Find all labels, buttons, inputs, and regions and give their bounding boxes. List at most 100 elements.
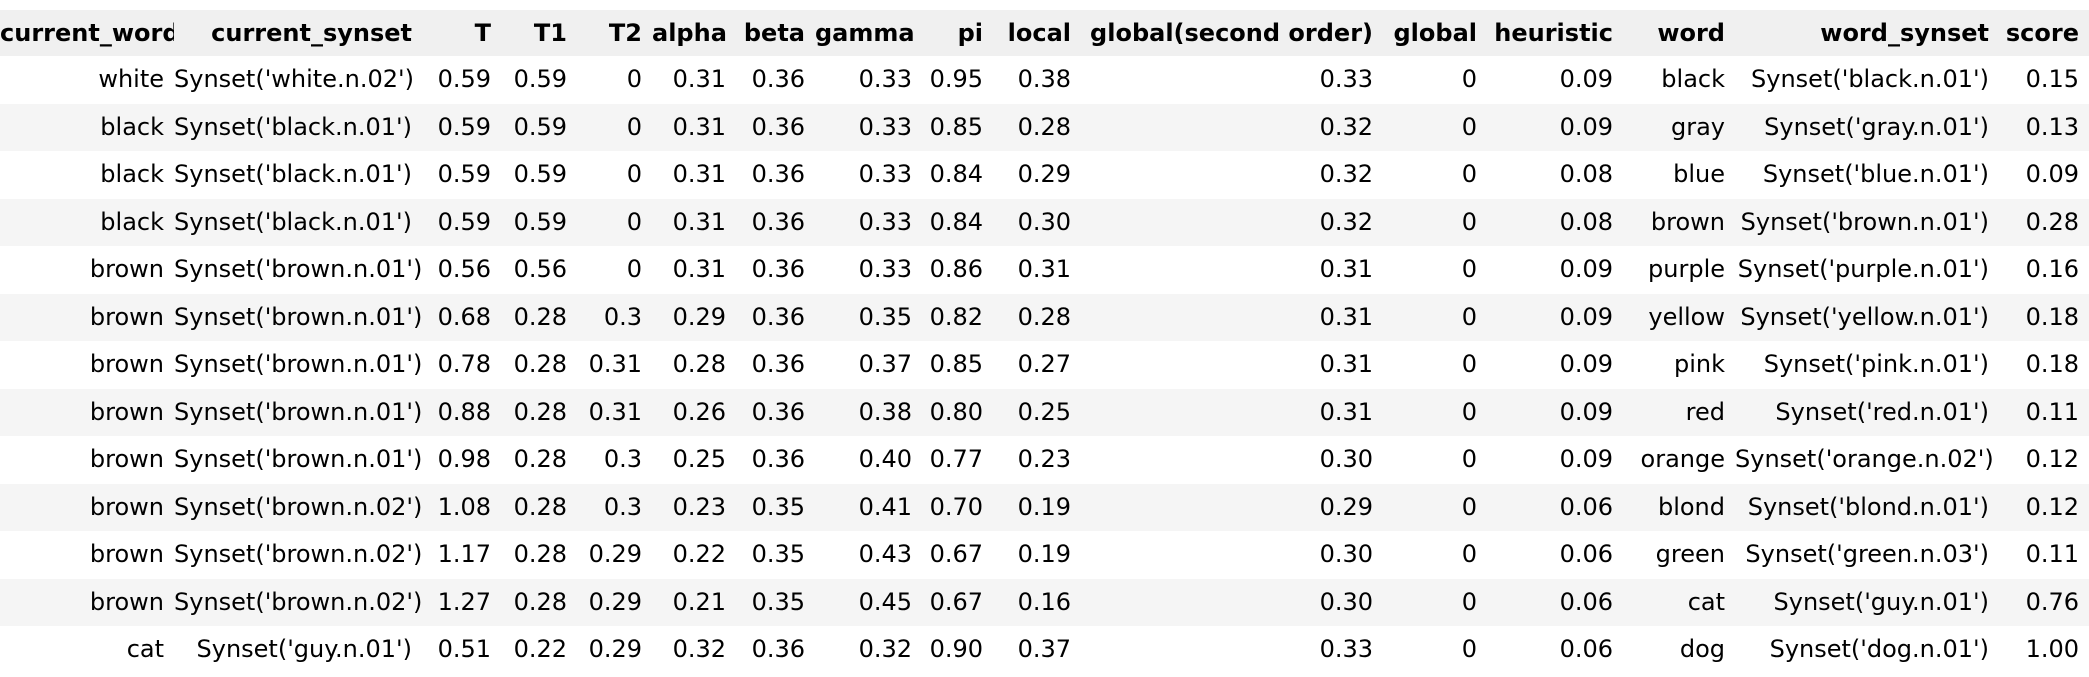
cell-current-word: brown [0,436,174,484]
cell-global-second-order: 0.31 [1081,246,1383,294]
cell-current-synset: Synset('brown.n.01') [174,436,422,484]
cell-beta: 0.36 [736,388,815,436]
cell-local: 0.28 [993,293,1081,341]
column-header-alpha: alpha [652,10,736,56]
column-header-gamma: gamma [815,10,922,56]
cell-word-synset: Synset('green.n.03') [1735,531,1999,579]
cell-pi: 0.86 [922,246,993,294]
cell-alpha: 0.31 [652,198,736,246]
cell-t1: 0.28 [501,388,577,436]
cell-pi: 0.84 [922,198,993,246]
cell-global-second-order: 0.30 [1081,436,1383,484]
cell-score: 0.18 [1999,341,2089,389]
cell-t1: 0.28 [501,578,577,626]
cell-t2: 0.3 [577,436,652,484]
cell-beta: 0.36 [736,293,815,341]
table-row: brown Synset('brown.n.01') 0.98 0.28 0.3 0.25… [0,436,2089,484]
cell-score: 0.12 [1999,483,2089,531]
cell-local: 0.30 [993,198,1081,246]
table-row: brown Synset('brown.n.02') 1.08 0.28 0.3 0.23… [0,483,2089,531]
cell-beta: 0.36 [736,103,815,151]
cell-heuristic: 0.06 [1487,531,1623,579]
cell-word-synset: Synset('gray.n.01') [1735,103,1999,151]
cell-current-word: cat [0,626,174,674]
cell-word: purple [1623,246,1735,294]
cell-t2: 0.3 [577,293,652,341]
cell-word: gray [1623,103,1735,151]
cell-beta: 0.36 [736,198,815,246]
cell-pi: 0.67 [922,578,993,626]
cell-t: 0.68 [422,293,501,341]
cell-score: 0.18 [1999,293,2089,341]
cell-global: 0 [1383,151,1487,199]
cell-word-synset: Synset('dog.n.01') [1735,626,1999,674]
cell-t1: 0.28 [501,483,577,531]
cell-pi: 0.80 [922,388,993,436]
cell-pi: 0.90 [922,626,993,674]
cell-current-word: brown [0,341,174,389]
cell-t: 1.17 [422,531,501,579]
cell-current-synset: Synset('brown.n.02') [174,531,422,579]
cell-global-second-order: 0.32 [1081,151,1383,199]
cell-word: cat [1623,578,1735,626]
cell-t: 1.08 [422,483,501,531]
column-header-score: score [1999,10,2089,56]
cell-current-synset: Synset('brown.n.01') [174,341,422,389]
cell-global-second-order: 0.30 [1081,578,1383,626]
cell-beta: 0.35 [736,483,815,531]
cell-word-synset: Synset('guy.n.01') [1735,578,1999,626]
cell-heuristic: 0.09 [1487,436,1623,484]
cell-word-synset: Synset('orange.n.02') [1735,436,1999,484]
cell-alpha: 0.31 [652,246,736,294]
cell-current-synset: Synset('black.n.01') [174,151,422,199]
cell-global: 0 [1383,103,1487,151]
column-header-local: local [993,10,1081,56]
cell-word: blond [1623,483,1735,531]
cell-word: dog [1623,626,1735,674]
cell-score: 0.15 [1999,56,2089,104]
cell-beta: 0.36 [736,151,815,199]
cell-current-word: brown [0,483,174,531]
cell-current-word: brown [0,246,174,294]
cell-current-synset: Synset('guy.n.01') [174,626,422,674]
cell-score: 0.09 [1999,151,2089,199]
cell-word: black [1623,56,1735,104]
cell-global-second-order: 0.33 [1081,56,1383,104]
cell-word: brown [1623,198,1735,246]
cell-word: blue [1623,151,1735,199]
cell-alpha: 0.31 [652,151,736,199]
cell-local: 0.28 [993,103,1081,151]
cell-global: 0 [1383,483,1487,531]
cell-alpha: 0.25 [652,436,736,484]
cell-current-word: black [0,151,174,199]
column-header-global: global [1383,10,1487,56]
cell-global: 0 [1383,198,1487,246]
cell-alpha: 0.26 [652,388,736,436]
cell-t1: 0.22 [501,626,577,674]
cell-score: 0.16 [1999,246,2089,294]
column-header-word: word [1623,10,1735,56]
dataframe-table: current_word current_synset T T1 T2 alph… [0,10,2089,674]
table-row: brown Synset('brown.n.01') 0.56 0.56 0 0.31 0.… [0,246,2089,294]
cell-alpha: 0.31 [652,103,736,151]
cell-score: 0.13 [1999,103,2089,151]
cell-heuristic: 0.09 [1487,388,1623,436]
cell-t2: 0.29 [577,531,652,579]
column-header-heuristic: heuristic [1487,10,1623,56]
cell-heuristic: 0.09 [1487,246,1623,294]
table-row: cat Synset('guy.n.01') 0.51 0.22 0.29 0.32 0.3… [0,626,2089,674]
cell-global-second-order: 0.32 [1081,103,1383,151]
cell-t: 0.56 [422,246,501,294]
cell-global-second-order: 0.31 [1081,388,1383,436]
cell-local: 0.27 [993,341,1081,389]
cell-beta: 0.36 [736,56,815,104]
cell-t: 1.27 [422,578,501,626]
dataframe-output: current_word current_synset T T1 T2 alph… [0,10,2089,674]
cell-t: 0.88 [422,388,501,436]
cell-beta: 0.35 [736,531,815,579]
cell-t2: 0.29 [577,578,652,626]
cell-current-word: brown [0,388,174,436]
cell-t1: 0.28 [501,531,577,579]
cell-current-synset: Synset('brown.n.02') [174,578,422,626]
cell-word-synset: Synset('purple.n.01') [1735,246,1999,294]
